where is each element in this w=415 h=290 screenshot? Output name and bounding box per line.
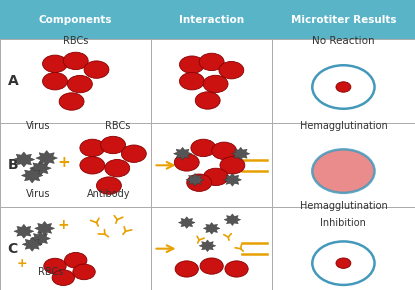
Polygon shape — [30, 161, 51, 176]
Polygon shape — [199, 240, 216, 251]
Polygon shape — [232, 147, 250, 160]
Text: RBCs: RBCs — [38, 267, 64, 277]
Circle shape — [195, 92, 220, 109]
Circle shape — [43, 55, 67, 72]
Text: Antibody: Antibody — [87, 189, 131, 200]
Text: +: + — [17, 257, 27, 270]
Circle shape — [80, 157, 105, 174]
Text: B: B — [7, 158, 18, 172]
Circle shape — [187, 174, 212, 191]
Circle shape — [212, 142, 237, 160]
Text: Microtiter Results: Microtiter Results — [290, 14, 396, 25]
Circle shape — [336, 258, 351, 269]
Circle shape — [174, 154, 199, 171]
Polygon shape — [223, 173, 242, 186]
Polygon shape — [173, 147, 192, 160]
Text: Virus: Virus — [26, 121, 51, 130]
Text: No Reaction: No Reaction — [312, 37, 375, 46]
Circle shape — [63, 52, 88, 70]
Circle shape — [52, 270, 75, 285]
Circle shape — [44, 258, 66, 274]
Circle shape — [65, 252, 87, 268]
Polygon shape — [178, 217, 195, 229]
Circle shape — [175, 261, 198, 277]
Text: Virus: Virus — [26, 189, 51, 200]
Text: A: A — [7, 74, 18, 88]
Polygon shape — [36, 151, 57, 166]
Circle shape — [80, 139, 105, 157]
Circle shape — [180, 56, 204, 73]
Bar — [0, 0, 415, 39]
Circle shape — [67, 75, 93, 93]
Circle shape — [200, 258, 223, 274]
Text: RBCs: RBCs — [63, 37, 88, 46]
Circle shape — [105, 160, 129, 177]
Text: +: + — [57, 155, 70, 170]
Polygon shape — [30, 231, 51, 245]
Circle shape — [84, 61, 109, 78]
Circle shape — [180, 72, 204, 90]
Circle shape — [219, 61, 244, 79]
Circle shape — [96, 177, 121, 194]
Circle shape — [203, 168, 228, 186]
Circle shape — [43, 72, 67, 90]
Circle shape — [73, 264, 95, 280]
Polygon shape — [186, 173, 204, 186]
Circle shape — [199, 53, 224, 71]
Text: +: + — [57, 218, 69, 233]
Text: Components: Components — [39, 14, 112, 25]
Polygon shape — [224, 214, 241, 226]
Circle shape — [203, 75, 228, 93]
Polygon shape — [22, 237, 42, 251]
Text: Hemagglutination: Hemagglutination — [300, 121, 387, 130]
Polygon shape — [203, 223, 220, 234]
Circle shape — [100, 136, 126, 154]
Polygon shape — [35, 222, 54, 235]
Polygon shape — [14, 224, 34, 238]
Polygon shape — [13, 152, 35, 167]
Circle shape — [225, 261, 248, 277]
Circle shape — [59, 93, 84, 110]
Circle shape — [220, 157, 245, 174]
Text: Interaction: Interaction — [179, 14, 244, 25]
Text: Inhibition: Inhibition — [320, 218, 366, 229]
Text: Hemagglutination: Hemagglutination — [300, 201, 387, 211]
Circle shape — [191, 139, 216, 157]
Polygon shape — [21, 168, 43, 183]
Text: RBCs: RBCs — [105, 121, 130, 130]
Circle shape — [121, 145, 146, 162]
Circle shape — [336, 82, 351, 92]
Circle shape — [312, 149, 375, 193]
Text: C: C — [7, 242, 18, 256]
